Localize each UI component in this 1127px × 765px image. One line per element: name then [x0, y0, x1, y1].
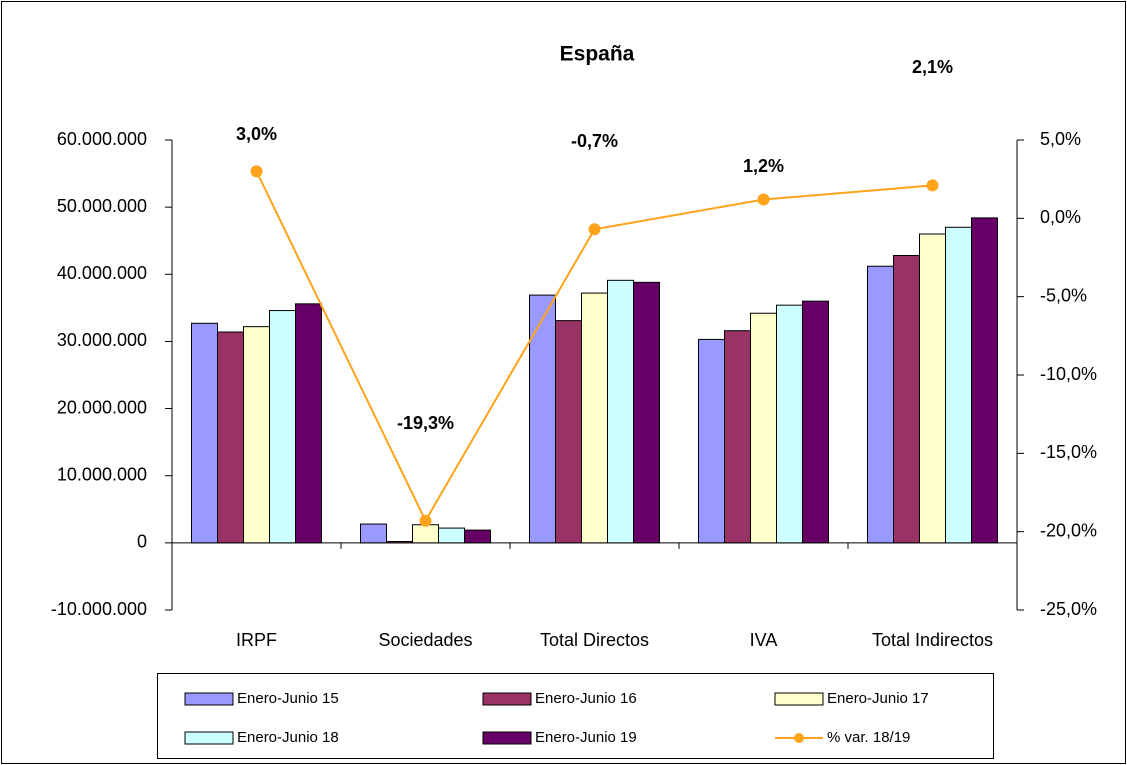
data-label: 2,1% — [912, 57, 953, 77]
x-tick-label: IVA — [750, 630, 778, 650]
data-label: -0,7% — [571, 131, 618, 151]
y2-tick-label: -15,0% — [1040, 442, 1097, 462]
legend-label: Enero-Junio 15 — [237, 690, 339, 707]
bar — [581, 292, 608, 544]
bar — [633, 281, 660, 544]
y-tick-label: 40.000.000 — [57, 263, 147, 283]
x-tick-label: IRPF — [236, 630, 277, 650]
bar — [802, 300, 829, 544]
y2-tick-label: -20,0% — [1040, 520, 1097, 540]
y2-tick-label: 5,0% — [1040, 129, 1081, 149]
data-label: -19,3% — [397, 413, 454, 433]
line-marker — [250, 165, 263, 178]
legend-box — [157, 673, 994, 759]
bar — [867, 265, 894, 544]
y2-tick-label: -25,0% — [1040, 599, 1097, 619]
y-tick-label: 10.000.000 — [57, 464, 147, 484]
bar — [386, 541, 413, 544]
legend-swatch — [184, 692, 234, 706]
line-marker — [419, 514, 432, 527]
x-tick-label: Total Directos — [540, 630, 649, 650]
x-tick-label: Total Indirectos — [872, 630, 993, 650]
legend-swatch — [482, 731, 532, 745]
bar — [724, 330, 751, 544]
bar — [438, 527, 465, 544]
legend-label: Enero-Junio 19 — [535, 729, 637, 746]
bar — [945, 226, 972, 544]
chart-title: España — [560, 43, 635, 66]
bar — [464, 529, 491, 544]
y2-tick-label: -10,0% — [1040, 364, 1097, 384]
bar — [971, 217, 998, 544]
bar — [776, 304, 803, 544]
legend-label: Enero-Junio 17 — [827, 690, 929, 707]
y2-tick-label: 0,0% — [1040, 207, 1081, 227]
bar — [217, 331, 244, 544]
bar — [412, 524, 439, 544]
y-tick-label: 0 — [137, 532, 147, 552]
legend-marker — [794, 733, 804, 743]
data-label: 3,0% — [236, 124, 277, 144]
data-label: 1,2% — [743, 156, 784, 176]
bar — [893, 254, 920, 544]
bar — [529, 294, 556, 544]
bar — [555, 320, 582, 544]
x-tick-label: Sociedades — [378, 630, 472, 650]
bar — [360, 523, 387, 544]
y-tick-label: 20.000.000 — [57, 397, 147, 417]
bar — [295, 303, 322, 544]
legend-swatch — [774, 692, 824, 706]
bar — [191, 322, 218, 544]
legend-swatch — [184, 731, 234, 745]
bar — [698, 338, 725, 544]
legend-label: % var. 18/19 — [827, 729, 910, 746]
bar — [607, 279, 634, 544]
y-tick-label: 30.000.000 — [57, 330, 147, 350]
line-marker — [588, 223, 601, 236]
legend-label: Enero-Junio 18 — [237, 729, 339, 746]
bar — [243, 326, 270, 544]
line-marker — [926, 179, 939, 192]
y2-tick-label: -5,0% — [1040, 285, 1087, 305]
line-marker — [757, 193, 770, 206]
legend-swatch — [482, 692, 532, 706]
bar — [750, 312, 777, 544]
y-tick-label: 60.000.000 — [57, 129, 147, 149]
y-tick-label: 50.000.000 — [57, 196, 147, 216]
y-tick-label: -10.000.000 — [51, 599, 147, 619]
bar — [919, 233, 946, 544]
bar — [269, 310, 296, 544]
legend-label: Enero-Junio 16 — [535, 690, 637, 707]
